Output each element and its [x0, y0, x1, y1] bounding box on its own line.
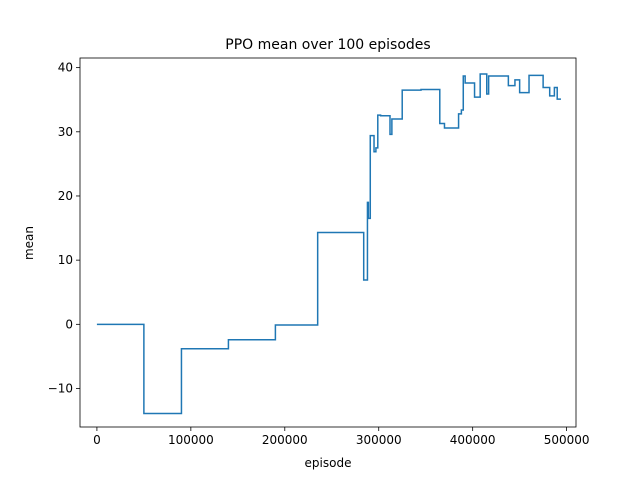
y-tick-label: 20 [58, 189, 73, 203]
chart-title: PPO mean over 100 episodes [225, 37, 430, 53]
x-tick-label: 300000 [356, 433, 402, 447]
x-tick-label: 200000 [262, 433, 308, 447]
y-tick-label: 40 [58, 61, 73, 75]
plot-area [79, 57, 577, 428]
y-tick-label: −10 [48, 381, 73, 395]
y-axis-label: mean [22, 226, 36, 260]
y-axis: −10 0 10 20 30 40 [48, 61, 80, 395]
x-tick-label: 400000 [450, 433, 496, 447]
y-tick-label: 10 [58, 253, 73, 267]
y-tick-label: 0 [65, 317, 73, 331]
x-tick-label: 0 [93, 433, 101, 447]
x-tick-label: 500000 [544, 433, 590, 447]
series-line-0 [96, 73, 561, 415]
y-tick-label: 30 [58, 125, 73, 139]
x-tick-label: 100000 [168, 433, 214, 447]
x-axis: 0 100000 200000 300000 400000 500000 [93, 427, 590, 447]
x-axis-label: episode [305, 456, 352, 470]
axes-frame [79, 57, 577, 428]
